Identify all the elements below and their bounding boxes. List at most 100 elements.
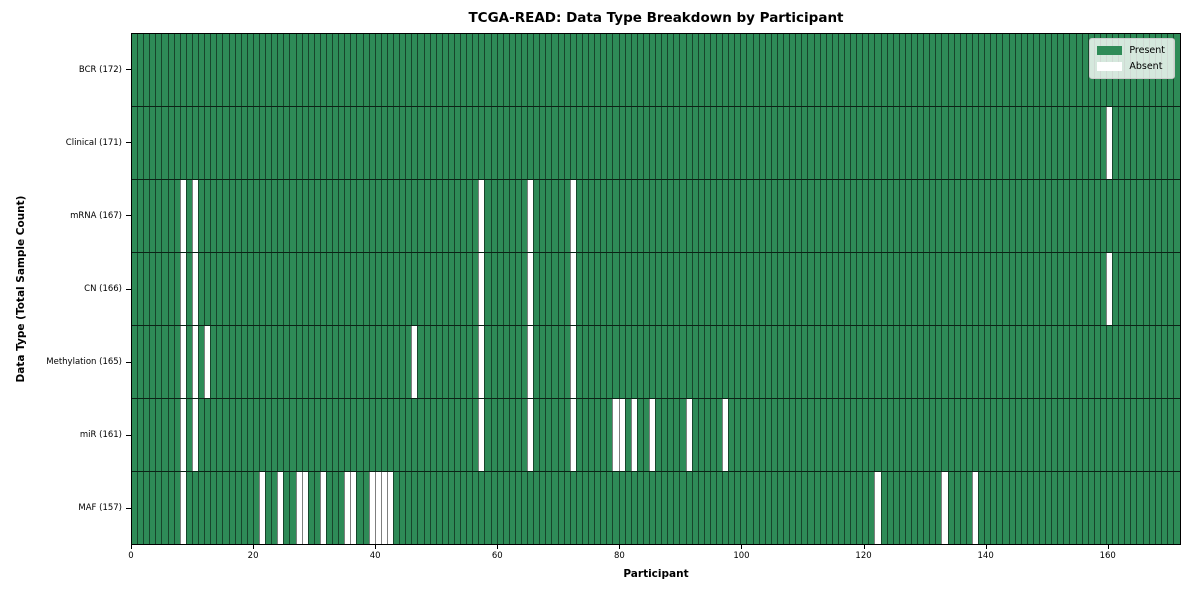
heatmap-cell-present xyxy=(734,472,741,544)
heatmap-cell-present xyxy=(758,180,765,252)
heatmap-cell-present xyxy=(514,472,521,544)
heatmap-cell-present xyxy=(892,34,899,106)
legend-entry-present: Present xyxy=(1097,45,1165,56)
heatmap-cell-present xyxy=(837,326,844,398)
heatmap-cell-present xyxy=(1118,326,1125,398)
heatmap-cell-present xyxy=(734,399,741,471)
heatmap-cell-present xyxy=(155,180,162,252)
heatmap-cell-present xyxy=(484,107,491,179)
heatmap-cell-present xyxy=(551,180,558,252)
heatmap-cell-present xyxy=(514,180,521,252)
heatmap-cell-present xyxy=(277,399,284,471)
heatmap-cell-present xyxy=(356,107,363,179)
heatmap-cell-present xyxy=(862,253,869,325)
heatmap-cell-present xyxy=(551,326,558,398)
x-tick-mark xyxy=(985,545,987,549)
heatmap-cell-present xyxy=(941,326,948,398)
heatmap-cell-present xyxy=(1166,253,1174,325)
heatmap-cell-present xyxy=(661,253,668,325)
heatmap-cell-present xyxy=(393,253,400,325)
heatmap-cell-present xyxy=(783,107,790,179)
heatmap-cell-present xyxy=(521,399,528,471)
heatmap-cell-present xyxy=(1057,399,1064,471)
heatmap-cell-present xyxy=(575,472,582,544)
heatmap-row xyxy=(132,471,1180,544)
heatmap-cell-present xyxy=(856,399,863,471)
heatmap-cell-present xyxy=(612,107,619,179)
heatmap-cell-present xyxy=(831,107,838,179)
heatmap-cell-present xyxy=(362,472,369,544)
heatmap-cell-present xyxy=(399,180,406,252)
heatmap-cell-present xyxy=(563,326,570,398)
heatmap-cell-present xyxy=(661,107,668,179)
heatmap-cell-present xyxy=(813,107,820,179)
heatmap-cell-present xyxy=(1020,253,1027,325)
heatmap-cell-present xyxy=(728,399,735,471)
heatmap-cell-present xyxy=(508,107,515,179)
heatmap-cell-present xyxy=(1069,180,1076,252)
heatmap-cell-present xyxy=(527,472,534,544)
heatmap-cell-present xyxy=(1026,326,1033,398)
legend-absent-swatch xyxy=(1097,62,1123,71)
heatmap-cell-present xyxy=(185,34,192,106)
heatmap-cell-present xyxy=(301,326,308,398)
heatmap-cell-present xyxy=(1130,107,1137,179)
heatmap-cell-present xyxy=(441,326,448,398)
heatmap-cell-present xyxy=(295,399,302,471)
heatmap-cell-present xyxy=(417,107,424,179)
heatmap-cell-present xyxy=(618,34,625,106)
heatmap-cell-present xyxy=(813,180,820,252)
heatmap-cell-present xyxy=(1020,180,1027,252)
heatmap-cell-present xyxy=(776,326,784,398)
heatmap-cell-present xyxy=(167,472,174,544)
heatmap-cell-present xyxy=(216,253,223,325)
heatmap-cell-present xyxy=(856,472,863,544)
heatmap-cell-present xyxy=(234,34,241,106)
heatmap-cell-present xyxy=(417,253,424,325)
heatmap-cell-present xyxy=(289,326,296,398)
heatmap-cell-absent xyxy=(527,180,534,252)
heatmap-cell-present xyxy=(441,34,448,106)
heatmap-cell-present xyxy=(423,472,430,544)
heatmap-cell-present xyxy=(521,180,528,252)
heatmap-cell-present xyxy=(1014,399,1021,471)
heatmap-cell-present xyxy=(691,399,698,471)
heatmap-cell-present xyxy=(143,180,150,252)
heatmap-cell-present xyxy=(441,253,448,325)
heatmap-cell-present xyxy=(453,399,461,471)
heatmap-cell-present xyxy=(563,180,570,252)
heatmap-cell-present xyxy=(984,34,991,106)
heatmap-cell-present xyxy=(734,253,741,325)
heatmap-cell-present xyxy=(655,180,662,252)
heatmap-cell-present xyxy=(252,34,259,106)
heatmap-cell-present xyxy=(911,326,918,398)
heatmap-cell-present xyxy=(393,107,400,179)
heatmap-cell-present xyxy=(588,253,595,325)
heatmap-cell-present xyxy=(917,180,924,252)
heatmap-cell-present xyxy=(941,399,948,471)
heatmap-cell-present xyxy=(1081,472,1088,544)
heatmap-cell-present xyxy=(460,180,467,252)
heatmap-cell-present xyxy=(313,107,320,179)
heatmap-cell-present xyxy=(923,34,930,106)
heatmap-cell-present xyxy=(911,253,918,325)
heatmap-cell-present xyxy=(959,107,966,179)
heatmap-cell-present xyxy=(1112,180,1119,252)
heatmap-cell-present xyxy=(837,253,844,325)
heatmap-cell-present xyxy=(1020,472,1027,544)
heatmap-cell-present xyxy=(1173,399,1180,471)
heatmap-cell-present xyxy=(338,326,345,398)
heatmap-cell-present xyxy=(880,107,887,179)
heatmap-cell-present xyxy=(466,326,473,398)
heatmap-cell-present xyxy=(258,326,266,398)
heatmap-cell-absent xyxy=(569,253,576,325)
heatmap-cell-present xyxy=(588,34,595,106)
heatmap-cell-present xyxy=(1148,326,1155,398)
heatmap-cell-present xyxy=(965,107,972,179)
heatmap-cell-present xyxy=(1075,253,1082,325)
heatmap-cell-present xyxy=(703,180,710,252)
heatmap-cell-present xyxy=(399,399,406,471)
heatmap-cell-present xyxy=(173,253,180,325)
heatmap-cell-present xyxy=(265,253,272,325)
heatmap-cell-present xyxy=(874,253,881,325)
